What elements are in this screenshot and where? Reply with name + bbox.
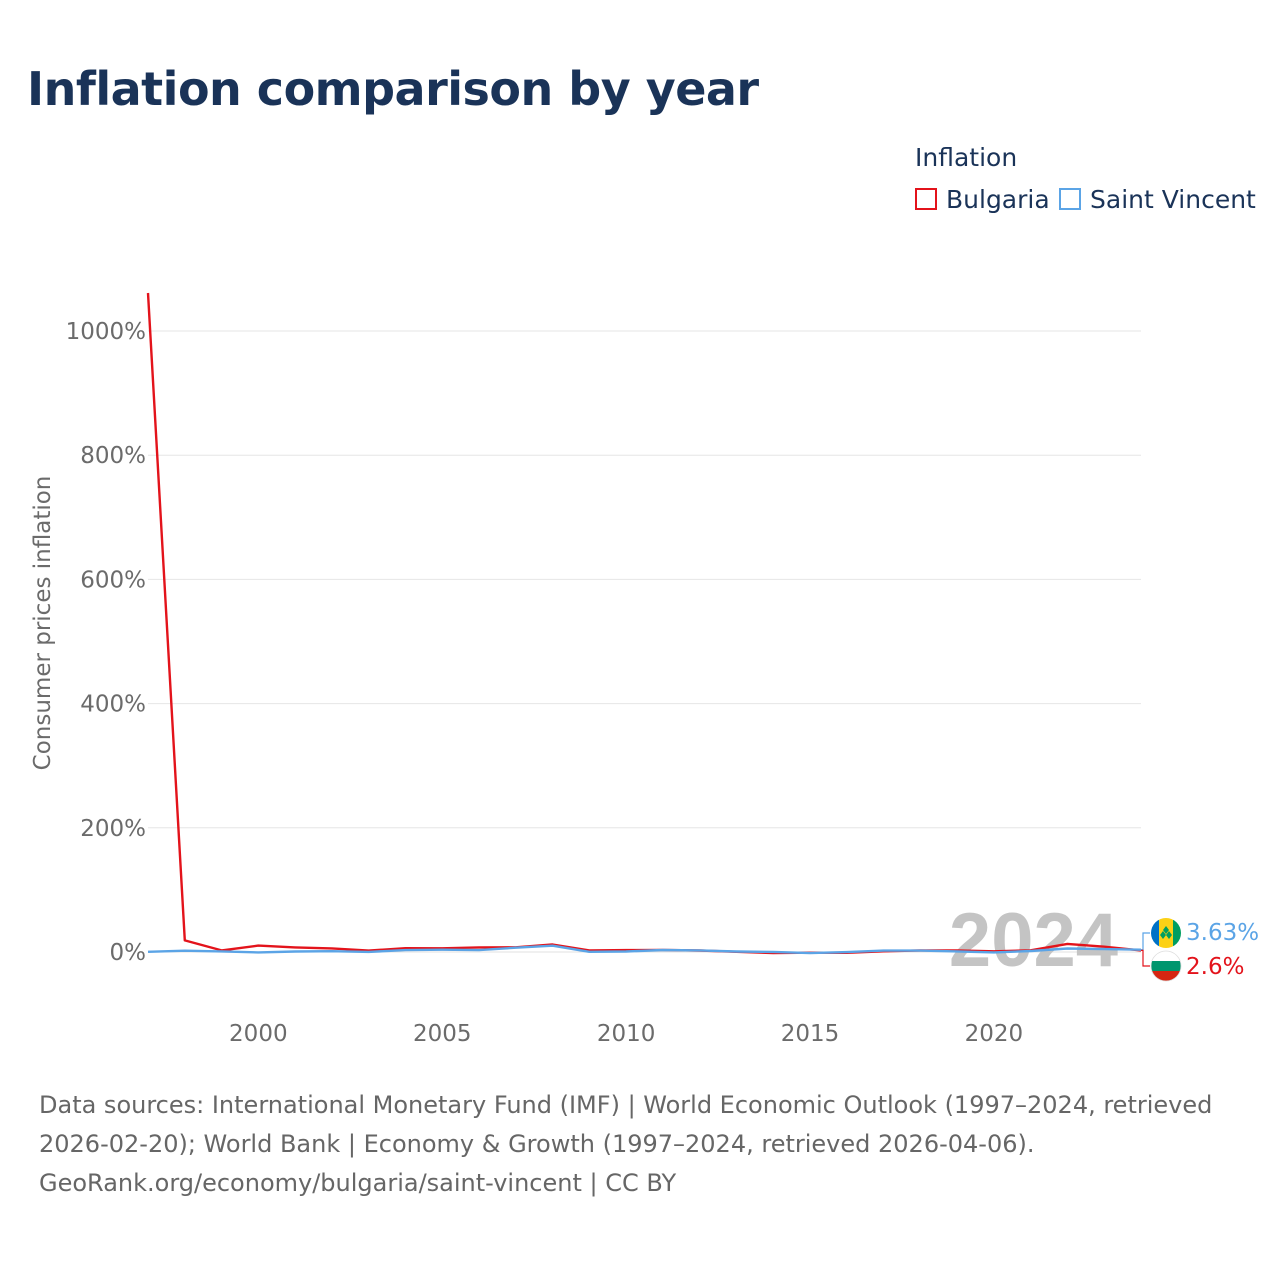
legend-swatch-saint-vincent <box>1059 188 1081 210</box>
gridlines <box>148 330 1141 953</box>
legend-label-bulgaria: Bulgaria <box>946 184 1050 214</box>
end-markers: 3.63% 2.6% <box>1141 918 1259 982</box>
y-axis-ticks: 0% 200% 400% 600% 800% 1000% <box>66 319 146 966</box>
y-tick-label: 600% <box>80 567 146 593</box>
connector-bulgaria <box>1141 949 1150 967</box>
x-tick-label: 2020 <box>965 1021 1024 1047</box>
flag-bulgaria-icon <box>1151 951 1181 981</box>
end-label-saint-vincent: 3.63% <box>1186 920 1259 946</box>
connector-saint-vincent <box>1141 932 1150 951</box>
y-tick-label: 200% <box>80 816 146 842</box>
x-axis-ticks: 2000 2005 2010 2015 2020 <box>229 1021 1023 1047</box>
legend-swatch-bulgaria <box>915 188 937 210</box>
y-tick-label: 0% <box>110 940 147 966</box>
series-lines <box>146 292 1142 955</box>
flag-saint-vincent-icon <box>1151 918 1181 948</box>
line-chart: 2024 0% 200% 400% 600% 800% 1000% 2000 2005 201… <box>30 292 1259 1047</box>
flag-bulgaria-outline <box>1150 950 1182 982</box>
chart-title: Inflation comparison by year <box>27 62 759 116</box>
sources-text: Data sources: International Monetary Fun… <box>39 1091 1213 1158</box>
y-tick-label: 1000% <box>66 319 146 345</box>
sources-link[interactable]: GeoRank.org/economy/bulgaria/saint-vince… <box>39 1169 677 1197</box>
y-tick-label: 800% <box>80 443 146 469</box>
legend-label-saint-vincent: Saint Vincent <box>1090 184 1256 214</box>
y-axis-title: Consumer prices inflation <box>30 476 56 771</box>
series-line-bulgaria <box>146 292 1142 955</box>
end-label-bulgaria: 2.6% <box>1186 954 1244 980</box>
series-line-saint-vincent <box>147 944 1142 955</box>
x-tick-label: 2005 <box>413 1021 472 1047</box>
y-tick-label: 400% <box>80 692 146 718</box>
watermark-year: 2024 <box>949 898 1118 983</box>
x-tick-label: 2010 <box>597 1021 656 1047</box>
legend-title: Inflation <box>915 143 1018 172</box>
data-sources: Data sources: International Monetary Fun… <box>39 1086 1249 1203</box>
legend-item-saint-vincent[interactable]: Saint Vincent <box>1059 184 1256 214</box>
legend-item-bulgaria[interactable]: Bulgaria <box>915 184 1050 214</box>
x-tick-label: 2000 <box>229 1021 288 1047</box>
x-tick-label: 2015 <box>781 1021 840 1047</box>
